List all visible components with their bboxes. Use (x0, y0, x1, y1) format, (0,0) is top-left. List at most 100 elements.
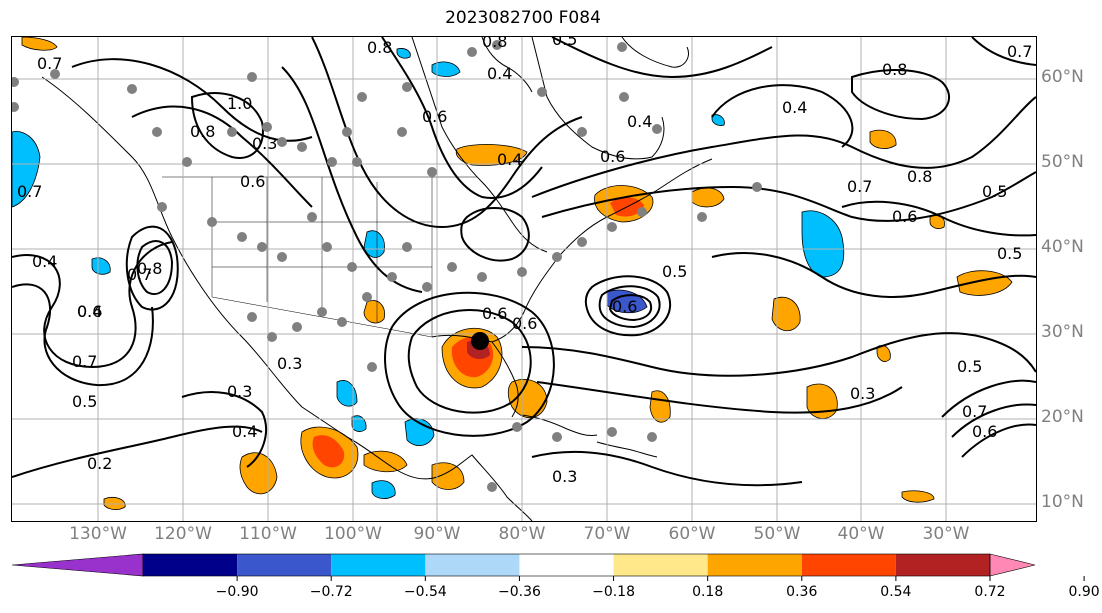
lon-label-130w: 130°W (69, 524, 127, 544)
fill-patch (649, 390, 671, 423)
storm-center-marker (471, 332, 489, 350)
fill-patch (507, 378, 548, 419)
coastline (41, 76, 393, 468)
station-dot (577, 237, 587, 247)
contour-line (711, 84, 854, 148)
fill-patch (336, 380, 358, 407)
colorbar-tick-label: −0.90 (215, 584, 259, 600)
fill-patch (351, 415, 367, 432)
fill-patch (396, 48, 411, 59)
lat-label-30n: 30°N (1041, 322, 1084, 342)
contour-label: 0.5 (662, 262, 687, 281)
station-dot (277, 252, 287, 262)
station-dot (292, 322, 302, 332)
contour-label: 0.4 (232, 422, 257, 441)
station-dot (512, 422, 522, 432)
contour-label: 0.3 (277, 354, 302, 373)
contour-line (951, 403, 1036, 438)
lat-label-20n: 20°N (1041, 407, 1084, 427)
contour-label: 0.6 (892, 207, 917, 226)
contour-label: 0.5 (552, 37, 577, 49)
contour-label: 0.8 (882, 60, 907, 79)
fill-patch (21, 37, 58, 51)
contour-line (711, 252, 1036, 298)
fill-patch (691, 187, 725, 208)
station-dot (227, 127, 237, 137)
colorbar-segment (895, 554, 990, 576)
coastline (531, 37, 665, 160)
contour-label: 0.7 (962, 402, 987, 421)
fill-patch (363, 450, 408, 473)
station-dot (262, 122, 272, 132)
station-dot (607, 222, 617, 232)
coastline (431, 158, 713, 343)
contour-label-layer: 0.7 0.8 1.0 0.8 0.6 0.8 0.4 0.6 0.4 0.6 … (17, 37, 1032, 486)
station-dot (327, 157, 337, 167)
colorbar-tick-label: 0.54 (880, 584, 912, 600)
contour-label: 0.3 (227, 382, 252, 401)
contour-label: 0.6 (77, 302, 102, 321)
colorbar-tick-label: 0.90 (1068, 584, 1100, 600)
fill-patch (239, 452, 278, 495)
coastline (481, 37, 533, 93)
contour-label: 0.6 (422, 107, 447, 126)
contour-line (961, 423, 1036, 458)
lon-label-110w: 110°W (239, 524, 297, 544)
contour-label: 0.8 (907, 167, 932, 186)
station-dot (387, 272, 397, 282)
contour-label: 0.5 (72, 392, 97, 411)
station-dot (347, 262, 357, 272)
station-dot (697, 212, 707, 222)
station-dot (637, 207, 647, 217)
colorbar-outline (142, 553, 991, 577)
contour-line (851, 69, 951, 121)
contour-layer (12, 37, 1036, 487)
station-dot (307, 212, 317, 222)
contour-line (181, 391, 267, 468)
colorbar (11, 553, 1085, 581)
station-dot (617, 42, 627, 52)
coastline (596, 441, 658, 458)
coastline (411, 37, 548, 253)
fill-patch (771, 296, 801, 332)
colorbar-segment (331, 554, 426, 576)
contour-line (531, 96, 1036, 198)
colorbar-segment (519, 554, 614, 576)
coastline (391, 454, 533, 521)
contour-label: 0.5 (957, 357, 982, 376)
contour-label: 0.3 (252, 134, 277, 153)
colorbar-segment (707, 554, 802, 576)
station-dot (552, 252, 562, 262)
contour-line (584, 275, 672, 337)
station-dot (487, 482, 497, 492)
colorbar-tick-label: 0.72 (974, 584, 1006, 600)
station-dot (182, 157, 192, 167)
station-dot (237, 232, 247, 242)
station-dot (619, 92, 629, 102)
station-dot (247, 72, 257, 82)
fill-patch (431, 61, 461, 77)
station-dot (357, 92, 367, 102)
colorbar-tick-label: −0.54 (403, 584, 447, 600)
station-dot (477, 272, 487, 282)
lat-label-10n: 10°N (1041, 492, 1084, 512)
contour-label: 0.3 (850, 384, 875, 403)
station-dot (367, 362, 377, 372)
fill-patch (801, 210, 845, 278)
colorbar-tick-label: 0.18 (692, 584, 724, 600)
station-dot (297, 142, 307, 152)
contour-label: 0.6 (482, 304, 507, 323)
station-dot (127, 84, 137, 94)
station-dot (322, 242, 332, 252)
lon-label-90w: 90°W (413, 524, 461, 544)
contour-label: 0.6 (612, 297, 637, 316)
contour-label: 0.6 (240, 172, 265, 191)
lon-label-50w: 50°W (753, 524, 801, 544)
contour-label: 0.3 (552, 467, 577, 486)
contour-line (381, 37, 543, 199)
coastline (521, 414, 598, 436)
contour-line (536, 381, 903, 414)
fill-patch (12, 130, 41, 208)
contour-line (190, 92, 264, 159)
contour-label: 0.6 (600, 147, 625, 166)
